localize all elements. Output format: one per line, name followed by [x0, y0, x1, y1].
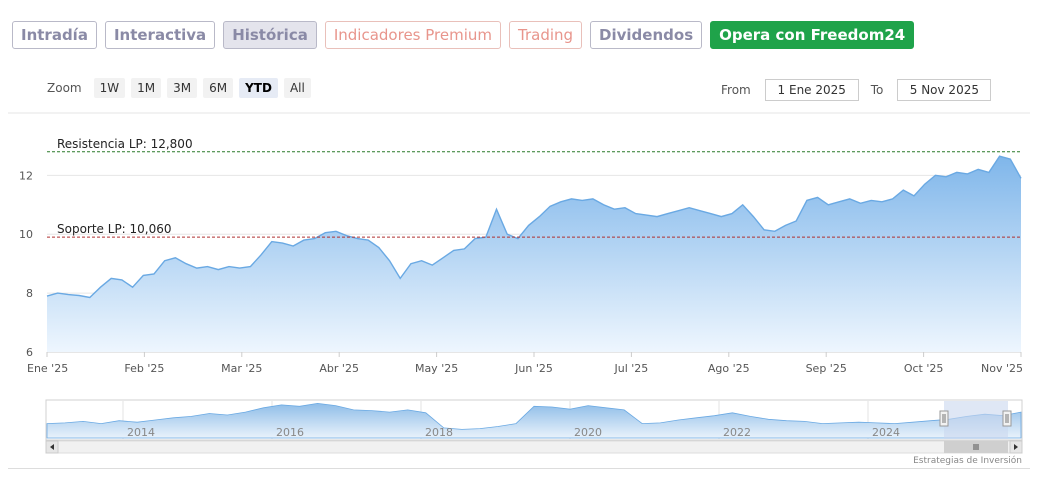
navigator-right-handle[interactable]	[1002, 410, 1012, 427]
zoom-1w-button[interactable]: 1W	[93, 78, 126, 98]
zoom-3m-button[interactable]: 3M	[167, 78, 198, 98]
annotation-label: Resistencia LP: 12,800	[57, 137, 193, 151]
tab-trading[interactable]: Trading	[509, 21, 583, 49]
navigator-year-label: 2014	[127, 426, 155, 439]
credits-text: Estrategias de Inversión	[913, 456, 1022, 466]
x-tick-label: Nov '25	[981, 362, 1023, 375]
opera-freedom24-button[interactable]: Opera con Freedom24	[710, 21, 915, 49]
y-tick-label: 12	[19, 169, 33, 182]
to-label: To	[870, 83, 884, 97]
tab-intradia[interactable]: Intradía	[12, 21, 97, 49]
navigator-year-label: 2016	[276, 426, 304, 439]
scroll-left-arrow[interactable]	[45, 440, 59, 454]
x-tick-label: Jul '25	[614, 362, 649, 375]
x-tick-label: Sep '25	[806, 362, 847, 375]
navigator-year-label: 2024	[872, 426, 900, 439]
navigator-area	[46, 402, 1022, 439]
y-tick-label: 8	[26, 287, 33, 300]
scroll-right-arrow[interactable]	[1009, 440, 1023, 454]
navigator-year-label: 2020	[574, 426, 602, 439]
bottom-divider	[8, 468, 1030, 469]
view-tabs: Intradía Interactiva Histórica Indicador…	[12, 21, 915, 49]
navigator-year-label: 2018	[425, 426, 453, 439]
y-tick-label: 10	[19, 228, 33, 241]
tab-dividendos[interactable]: Dividendos	[590, 21, 703, 49]
navigator-selection[interactable]	[944, 401, 1008, 439]
x-tick-label: Jun '25	[514, 362, 553, 375]
x-tick-label: Ago '25	[708, 362, 750, 375]
tab-indicadores-premium[interactable]: Indicadores Premium	[324, 21, 501, 49]
annotation-label: Soporte LP: 10,060	[57, 222, 172, 236]
date-range: From 1 Ene 2025 To 5 Nov 2025	[721, 79, 992, 101]
x-tick-label: Abr '25	[319, 362, 359, 375]
x-tick-label: Oct '25	[904, 362, 944, 375]
from-label: From	[721, 83, 751, 97]
tab-interactiva[interactable]: Interactiva	[104, 21, 216, 49]
zoom-1m-button[interactable]: 1M	[131, 78, 162, 98]
from-date-input[interactable]: 1 Ene 2025	[764, 79, 859, 101]
price-line	[46, 155, 1022, 299]
zoom-ytd-button[interactable]: YTD	[239, 78, 278, 98]
x-tick-label: Mar '25	[221, 362, 262, 375]
zoom-selector: Zoom 1W 1M 3M 6M YTD All	[47, 78, 311, 98]
x-tick-label: May '25	[415, 362, 458, 375]
navigator-scrollbar[interactable]	[45, 440, 1023, 454]
y-tick-label: 6	[26, 346, 33, 359]
navigator-left-handle[interactable]	[939, 410, 949, 427]
x-tick-label: Feb '25	[124, 362, 164, 375]
price-area	[47, 156, 1021, 352]
to-date-input[interactable]: 5 Nov 2025	[897, 79, 992, 101]
zoom-all-button[interactable]: All	[283, 78, 311, 98]
tab-historica[interactable]: Histórica	[223, 21, 317, 49]
x-tick-label: Ene '25	[27, 362, 68, 375]
navigator-year-label: 2022	[723, 426, 751, 439]
zoom-6m-button[interactable]: 6M	[203, 78, 234, 98]
zoom-label: Zoom	[47, 81, 82, 95]
